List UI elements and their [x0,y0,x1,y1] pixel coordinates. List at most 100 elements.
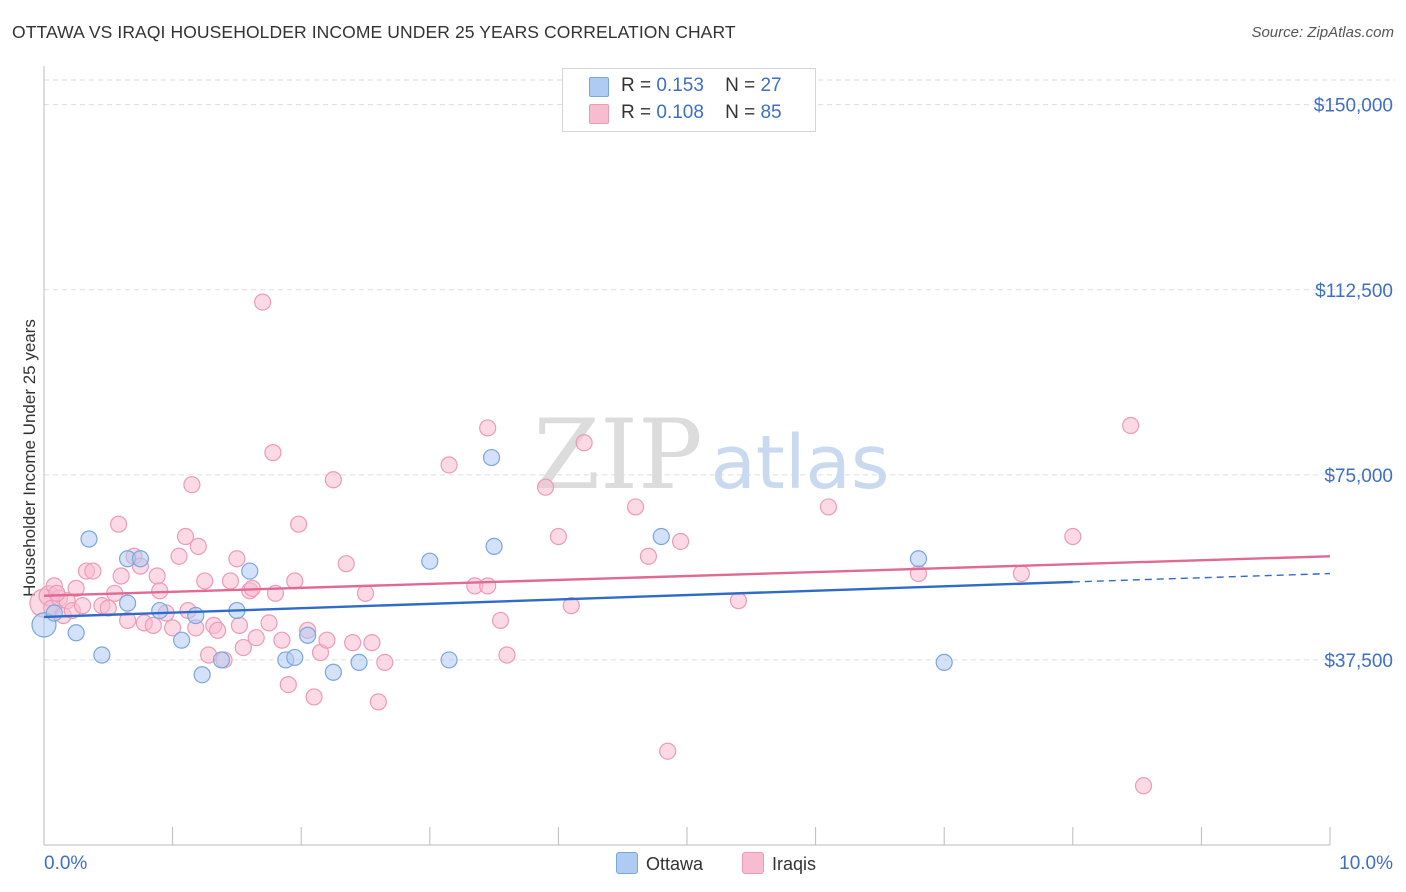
ottawa-trend-extension [1072,572,1331,583]
chart-title: OTTAWA VS IRAQI HOUSEHOLDER INCOME UNDER… [12,22,736,42]
iraqis-point [729,592,748,610]
iraqis-point [264,444,282,462]
iraqis-point [626,498,645,516]
r-label: R = [621,102,652,123]
iraqis-point [99,599,117,617]
ottawa-point [652,527,670,546]
r-value-ottawa: 0.153 [656,75,704,96]
iraqis-point [440,456,458,474]
ottawa-point [241,562,259,580]
y-tick-label: $150,000 [1314,96,1393,117]
legend-swatch-ottawa [616,852,638,874]
iraqis-point [1134,777,1153,795]
correlation-legend: R = 0.153 N = 27 R = 0.108 N = 85 [562,68,816,132]
legend-swatch-iraqis [589,104,609,124]
ottawa-point [286,648,304,667]
ottawa-point [482,448,501,467]
legend-swatch-iraqis [742,852,764,874]
iraqis-point [273,631,291,649]
iraqis-point [164,619,182,637]
watermark-atlas: atlas [711,420,890,506]
iraqis-point [479,577,497,595]
y-tick-label: $112,500 [1315,281,1393,302]
iraqis-point [279,675,297,694]
ottawa-point [131,550,150,568]
iraqis-point [48,584,66,602]
iraqis-point [209,621,227,639]
iraqis-point [318,631,336,649]
n-value-ottawa: 27 [760,75,782,96]
iraqis-trend-line [43,555,1331,597]
iraqis-point [1064,527,1082,546]
data-points [29,293,1153,795]
ottawa-point [193,666,211,684]
iraqis-point [260,614,278,632]
iraqis-point [376,653,394,671]
iraqis-point [344,634,362,652]
iraqis-point [109,515,128,533]
ottawa-point [93,646,111,664]
x-tick-label-min: 0.0% [44,853,87,874]
ottawa-point [909,550,928,568]
y-tick-label: $37,500 [1324,651,1393,672]
ottawa-point [151,601,169,620]
legend-item-iraqis[interactable]: Iraqis [742,852,816,875]
iraqis-point [170,547,188,565]
r-label: R = [621,75,652,96]
iraqis-point [254,293,272,311]
iraqis-point [247,629,265,647]
iraqis-point [144,616,162,634]
iraqis-point [290,515,308,533]
legend-label-ottawa: Ottawa [646,854,704,874]
iraqis-point [196,572,214,590]
ottawa-point [324,663,342,681]
iraqis-point [337,555,355,573]
y-tick-label: $75,000 [1324,466,1393,487]
legend-swatch-ottawa [589,77,609,97]
ottawa-point [299,626,317,644]
iraqis-point [562,597,580,615]
iraqis-point [176,527,195,546]
iraqis-point [536,478,555,496]
watermark-zip: ZIP [533,399,702,511]
iraqis-point [221,572,240,590]
ottawa-point [485,537,503,556]
tick-labels: $37,500 $75,000 $112,500 $150,000 0.0% 10.0% [44,96,1393,874]
ottawa-point [67,624,85,642]
ottawa-point [80,530,98,548]
ottawa-point [45,604,63,622]
iraqis-point [356,584,375,602]
legend-label-iraqis: Iraqis [772,854,817,874]
iraqis-point [1122,416,1140,435]
iraqis-point [67,579,85,597]
iraqis-point [498,646,516,664]
n-label: N = [725,75,756,96]
iraqis-point [234,638,252,657]
ottawa-point [440,651,458,669]
iraqis-point [479,419,497,437]
iraqis-point [363,634,381,652]
iraqis-point [369,693,387,711]
iraqis-point [324,471,342,489]
iraqis-point [491,611,510,630]
iraqis-point [148,567,166,585]
axes [43,66,1331,846]
ottawa-point [187,606,205,625]
iraqis-point [659,742,677,760]
legend-item-ottawa[interactable]: Ottawa [616,852,703,875]
watermark: ZIP atlas [533,399,889,511]
iraqis-point [575,434,593,452]
ottawa-point [350,653,368,671]
ottawa-point [173,631,191,649]
ottawa-point [421,552,439,570]
iraqis-point [73,597,92,615]
iraqis-point [112,567,130,585]
ottawa-point [118,594,137,612]
ottawa-point [212,651,231,669]
ottawa-point [935,653,953,671]
iraqis-point [639,547,658,565]
iraqis-point [183,476,201,494]
n-label: N = [725,102,756,123]
iraqis-point [118,611,137,630]
